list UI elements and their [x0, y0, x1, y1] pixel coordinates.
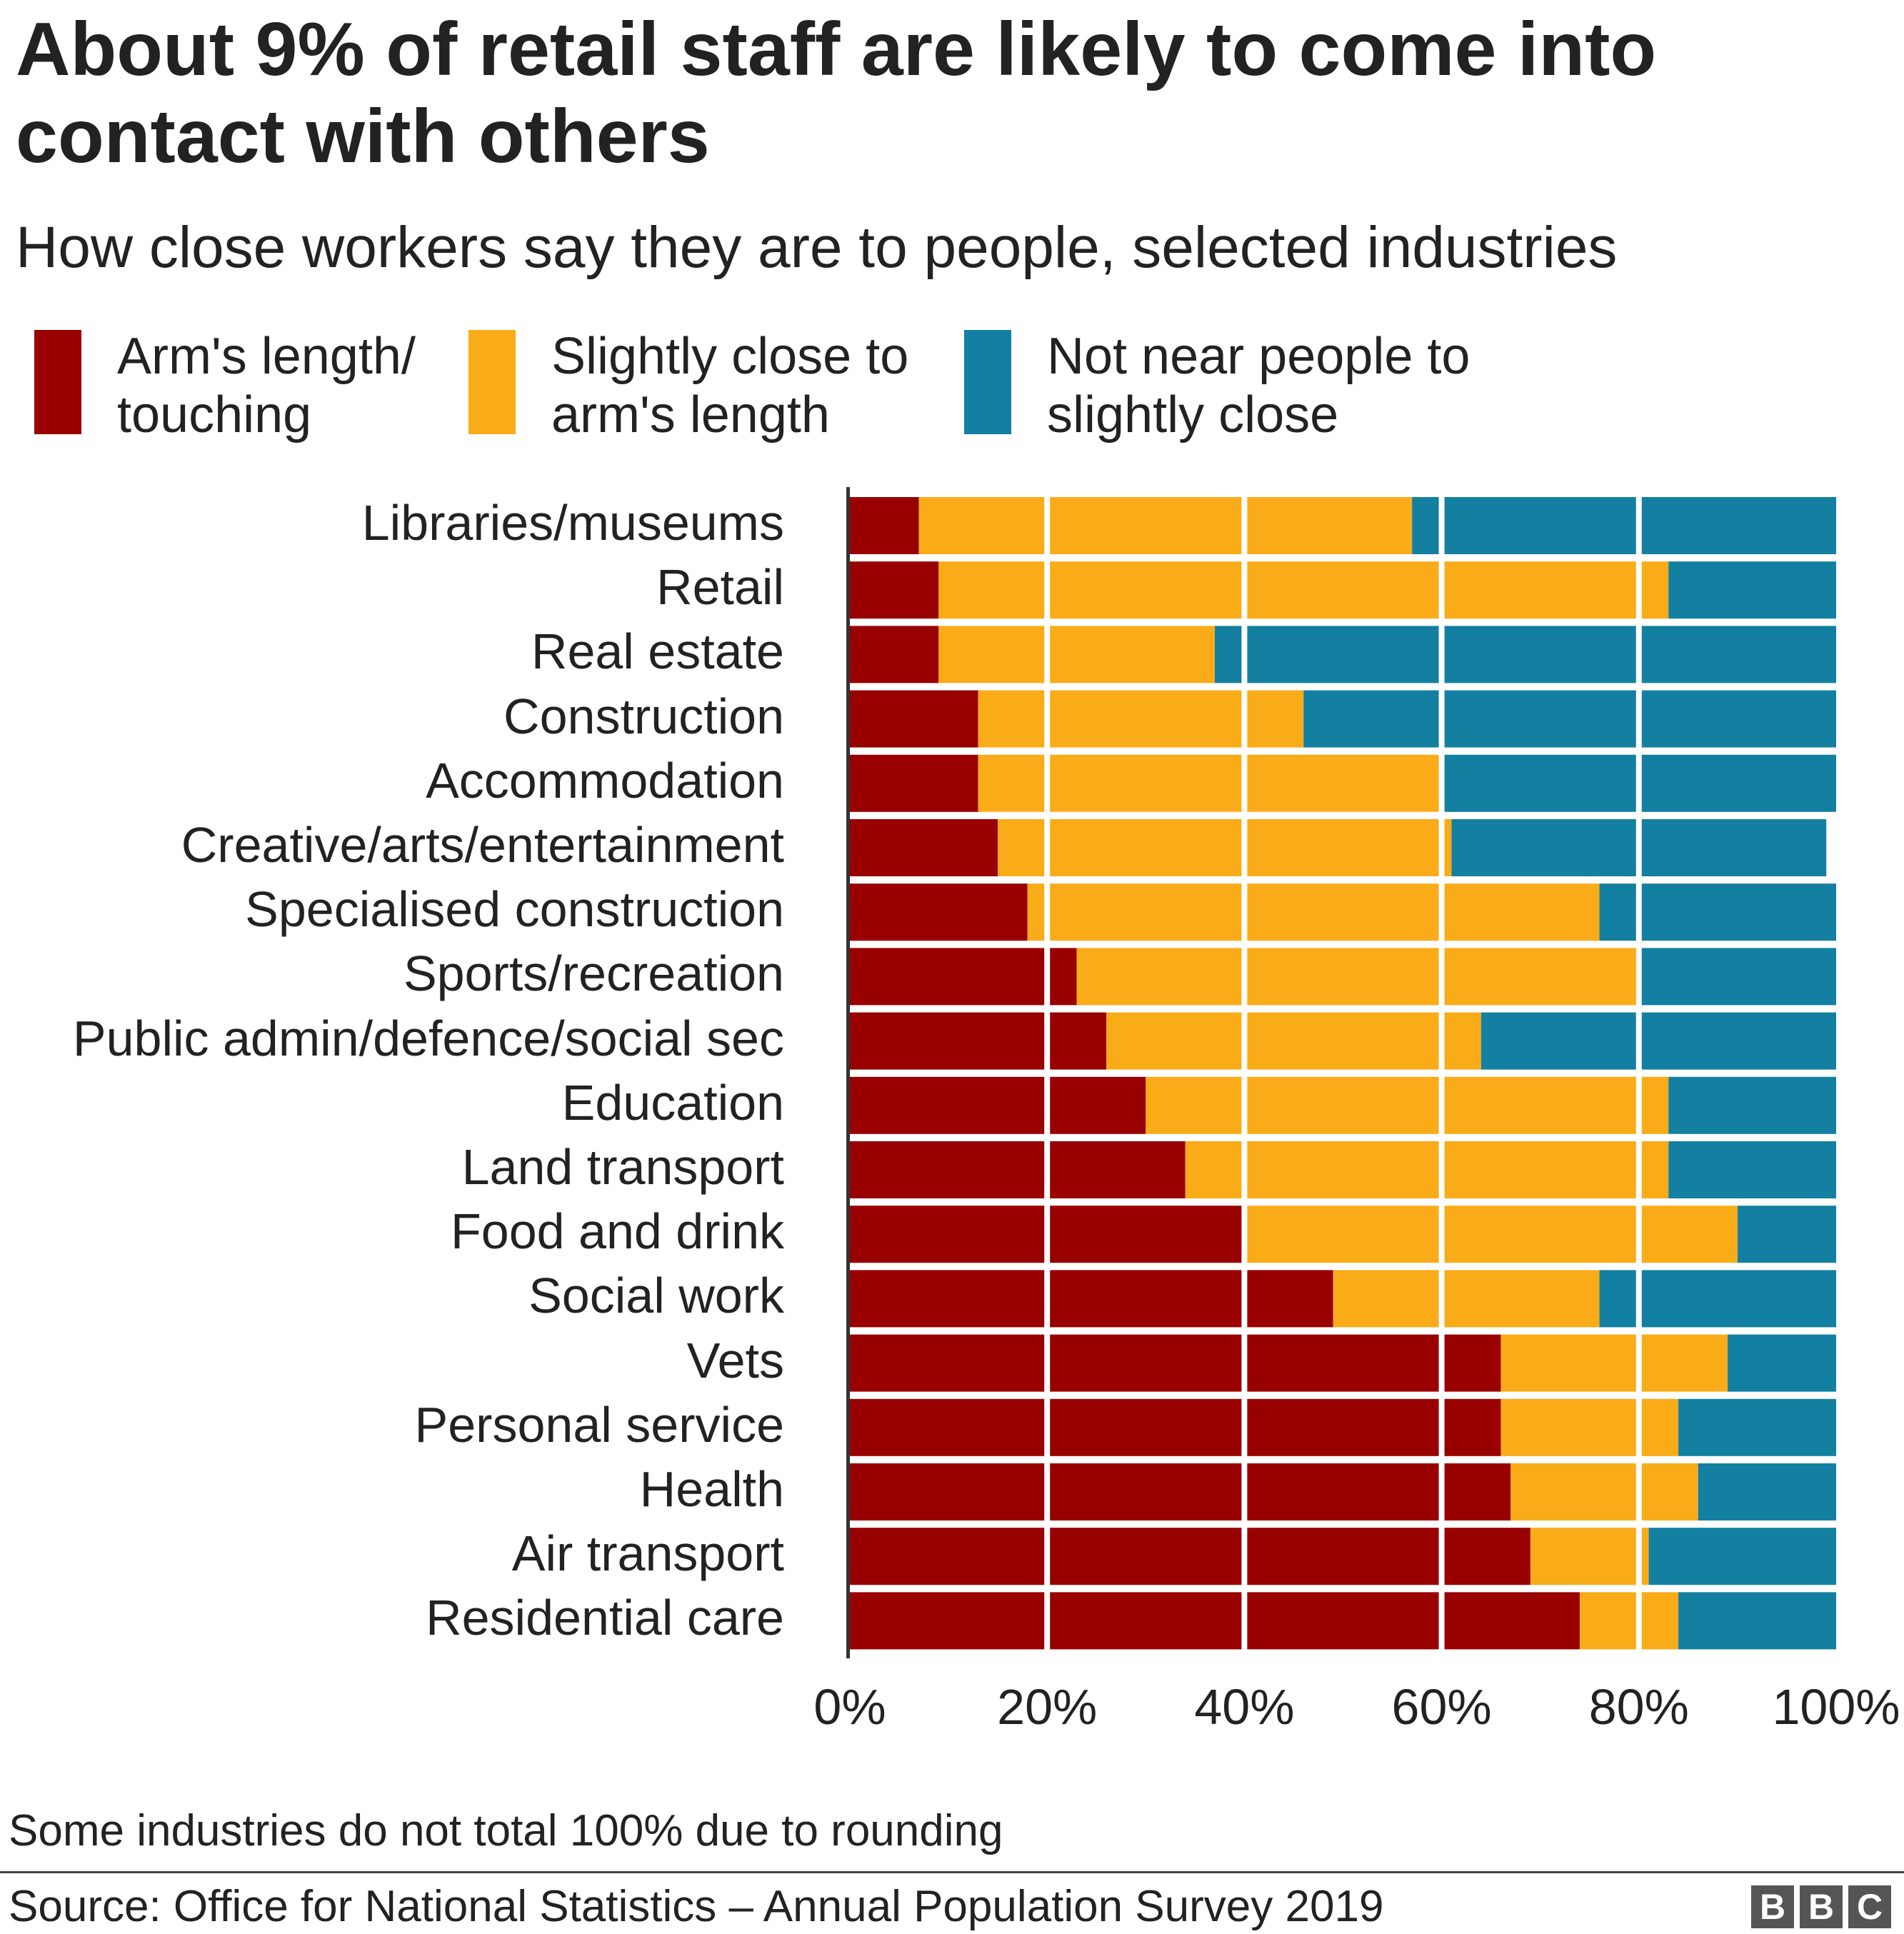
category-label: Creative/arts/entertainment: [181, 817, 784, 873]
bar-segment-1: [1244, 1206, 1738, 1263]
bar-segment-1: [938, 626, 1215, 683]
x-tick-label: 20%: [997, 1679, 1098, 1735]
x-tick-label: 100%: [1772, 1679, 1900, 1735]
divider: [0, 1871, 1904, 1873]
category-label: Construction: [503, 688, 784, 744]
legend-label: Arm's length/ touching: [117, 328, 416, 444]
category-label: Food and drink: [451, 1203, 784, 1260]
bar-segment-0: [850, 1334, 1501, 1392]
x-tick-label: 60%: [1391, 1679, 1492, 1735]
bar-segment-1: [1333, 1270, 1600, 1328]
category-label: Sports/recreation: [403, 946, 784, 1002]
category-label: Personal service: [414, 1396, 784, 1453]
chart-title: About 9% of retail staff are likely to c…: [16, 7, 1657, 179]
bar-segment-2: [1480, 1012, 1836, 1070]
bar-segment-2: [1638, 948, 1836, 1006]
bar-segment-0: [850, 1141, 1186, 1198]
category-label: Accommodation: [426, 752, 784, 808]
bar-segment-1: [1027, 883, 1600, 941]
bar-segment-1: [1510, 1463, 1698, 1520]
bar-segment-2: [1668, 1076, 1836, 1134]
bar-segment-0: [850, 1012, 1107, 1070]
legend-item-slightly-close: Slightly close to arm's length: [469, 328, 951, 444]
bar-segment-0: [850, 1592, 1580, 1650]
chart-note: Some industries do not total 100% due to…: [9, 1806, 1003, 1855]
legend-label: Slightly close to arm's length: [551, 328, 909, 444]
x-tick-label: 40%: [1194, 1679, 1295, 1735]
bar-segment-1: [1076, 948, 1639, 1006]
y-axis-line: [846, 487, 850, 1658]
bar-segment-1: [1500, 1398, 1679, 1456]
bar-segment-1: [1106, 1012, 1481, 1070]
bar-segment-2: [1303, 690, 1836, 748]
chart-source: Source: Office for National Statistics –…: [9, 1882, 1384, 1931]
bar-segment-0: [850, 1076, 1146, 1134]
bar-segment-0: [850, 819, 998, 876]
bar-segment-1: [938, 561, 1669, 619]
bar-segment-1: [1579, 1592, 1679, 1650]
bar-segment-0: [850, 1463, 1511, 1520]
category-label: Libraries/museums: [361, 495, 784, 551]
bar-segment-0: [850, 1528, 1530, 1585]
bar-segment-2: [1668, 1141, 1836, 1198]
bar-segment-2: [1668, 561, 1836, 619]
bar-segment-2: [1728, 1334, 1836, 1392]
legend-item-arms-length: Arm's length/ touching: [34, 328, 446, 444]
bar-segment-1: [1185, 1141, 1669, 1198]
legend-swatch: [964, 330, 1011, 434]
category-label: Social work: [528, 1268, 784, 1324]
legend-item-not-near: Not near people to slightly close: [964, 328, 1518, 444]
legend-swatch: [34, 330, 81, 434]
bar-segment-2: [1412, 497, 1836, 554]
gridline: [1241, 486, 1248, 1657]
legend-swatch: [469, 330, 516, 434]
category-label: Specialised construction: [245, 881, 784, 938]
bar-segment-2: [1648, 1528, 1836, 1585]
bar-segment-0: [850, 1398, 1501, 1456]
bar-segment-1: [918, 497, 1413, 554]
category-label: Vets: [686, 1332, 784, 1388]
bar-segment-0: [850, 754, 978, 812]
bar-segment-1: [978, 690, 1304, 748]
x-tick-label: 80%: [1588, 1679, 1689, 1735]
category-label: Land transport: [461, 1139, 784, 1195]
bar-segment-1: [978, 754, 1442, 812]
x-tick-label: 0%: [813, 1679, 886, 1735]
bar-segment-0: [850, 1270, 1333, 1328]
category-label: Retail: [656, 559, 784, 616]
category-label: Education: [561, 1074, 784, 1131]
category-label: Air transport: [511, 1525, 784, 1582]
bar-segment-1: [1530, 1528, 1649, 1585]
chart-subtitle: How close workers say they are to people…: [16, 215, 1618, 280]
gridline: [1044, 486, 1051, 1657]
bar-segment-0: [850, 690, 978, 748]
bar-segment-2: [1698, 1463, 1836, 1520]
gridline: [1635, 486, 1642, 1657]
bar-segment-0: [850, 626, 939, 683]
category-label: Residential care: [426, 1590, 784, 1646]
bar-segment-2: [1737, 1206, 1836, 1263]
bar-segment-2: [1599, 883, 1836, 941]
bar-segment-2: [1599, 1270, 1836, 1328]
category-label: Health: [639, 1461, 784, 1517]
bar-segment-2: [1214, 626, 1836, 683]
bar-segment-2: [1678, 1592, 1836, 1650]
bar-segment-0: [850, 883, 1028, 941]
category-label: Real estate: [531, 623, 784, 680]
bar-segment-1: [1146, 1076, 1669, 1134]
bar-segment-1: [998, 819, 1452, 876]
bar-segment-0: [850, 561, 939, 619]
gridline: [1438, 486, 1445, 1657]
legend-label: Not near people to slightly close: [1047, 328, 1470, 444]
bar-segment-0: [850, 948, 1077, 1006]
bar-segment-0: [850, 497, 919, 554]
bar-segment-1: [1500, 1334, 1728, 1392]
bar-segment-2: [1678, 1398, 1836, 1456]
category-label: Public admin/defence/social sec: [72, 1010, 784, 1066]
